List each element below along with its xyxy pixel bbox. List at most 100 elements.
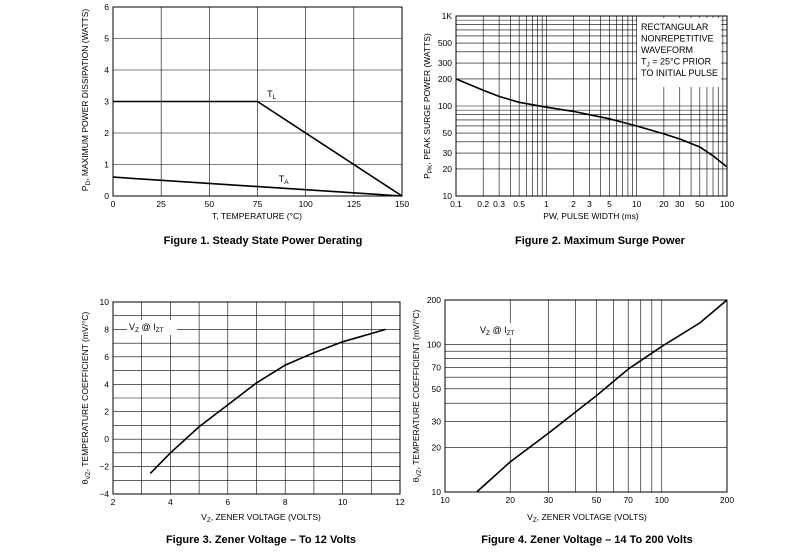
y-tick-label: 30 <box>432 417 442 427</box>
chart-1: 0 25 50 75 100 125 150 0 1 2 3 4 5 6 T, TEMPERATURE (°… <box>80 2 409 247</box>
x-tick-label: 0.2 <box>477 199 489 209</box>
figure-caption: Figure 2. Maximum Surge Power <box>515 235 686 247</box>
x-tick-label: 50 <box>592 495 602 505</box>
plot-frame <box>112 301 401 495</box>
y-tick-label: 200 <box>427 295 441 305</box>
x-tick-label: 70 <box>623 495 633 505</box>
x-tick-label: 10 <box>632 199 642 209</box>
x-axis-label: VZ, ZENER VOLTAGE (VOLTS) <box>527 512 647 524</box>
legend-label: VZ @ IZT <box>129 322 164 334</box>
legend-label: VZ @ IZT <box>480 325 515 337</box>
x-tick-label: 3 <box>587 199 592 209</box>
series-line-1 <box>149 328 386 474</box>
y-tick-label: 500 <box>438 38 452 48</box>
y-tick-label: 4 <box>104 65 109 75</box>
figure-caption: Figure 3. Zener Voltage – To 12 Volts <box>166 534 356 546</box>
note-line: TO INITIAL PULSE <box>641 68 718 78</box>
x-tick-label: 100 <box>299 199 313 209</box>
y-tick-label: 5 <box>104 34 109 44</box>
legend-box <box>478 323 528 338</box>
x-tick-label: 0.1 <box>450 199 462 209</box>
y-tick-label: 6 <box>104 2 109 12</box>
note-box <box>637 18 721 87</box>
x-tick-label: 8 <box>283 497 288 507</box>
y-tick-label: 4 <box>104 379 109 389</box>
chart-4: 10 20 30 50 70 100 200 10 20 30 50 70 100 200 VZ, ZENE… <box>411 295 734 546</box>
x-tick-label: 50 <box>205 199 215 209</box>
y-tick-label: 20 <box>432 443 442 453</box>
x-tick-label: 20 <box>506 495 516 505</box>
x-tick-label: 0.3 <box>493 199 505 209</box>
y-tick-label: 30 <box>443 148 453 158</box>
x-tick-label: 50 <box>695 199 705 209</box>
y-tick-label: 100 <box>438 101 452 111</box>
y-tick-label: 0 <box>104 191 109 201</box>
y-tick-label: 2 <box>104 407 109 417</box>
y-axis-label: PD, MAXIMUM POWER DISSIPATION (WATTS) <box>80 9 92 192</box>
y-tick-label: 0 <box>104 434 109 444</box>
note-line: RECTANGULAR <box>641 22 709 32</box>
y-tick-label: 8 <box>104 324 109 334</box>
series-label: TA <box>279 174 290 186</box>
y-tick-label: 10 <box>100 297 110 307</box>
y-tick-label: 3 <box>104 97 109 107</box>
y-tick-label: 50 <box>443 128 453 138</box>
x-tick-label: 0.5 <box>513 199 525 209</box>
y-tick-label: 2 <box>104 128 109 138</box>
x-tick-label: 12 <box>395 497 405 507</box>
x-tick-label: 0 <box>111 199 116 209</box>
y-tick-label: 20 <box>443 164 453 174</box>
series-label: TL <box>267 89 277 101</box>
figure-caption: Figure 1. Steady State Power Derating <box>164 235 363 247</box>
note-line: NONREPETITIVE <box>641 34 714 44</box>
x-axis-label: T, TEMPERATURE (°C) <box>212 211 302 221</box>
x-axis-label: VZ, ZENER VOLTAGE (VOLTS) <box>201 512 321 524</box>
figure-caption: Figure 4. Zener Voltage – 14 To 200 Volt… <box>481 534 693 546</box>
y-axis-label: PPK, PEAK SURGE POWER (WATTS) <box>422 33 434 179</box>
series-line-1 <box>113 100 403 197</box>
y-tick-label: 10 <box>432 487 442 497</box>
x-tick-label: 125 <box>347 199 361 209</box>
y-tick-label: 200 <box>438 74 452 84</box>
series-line-1 <box>455 78 728 168</box>
y-tick-label: 50 <box>432 384 442 394</box>
x-tick-label: 2 <box>111 497 116 507</box>
x-tick-label: 30 <box>675 199 685 209</box>
x-tick-label: 6 <box>225 497 230 507</box>
x-tick-label: 25 <box>156 199 166 209</box>
x-tick-label: 200 <box>720 495 734 505</box>
x-tick-label: 2 <box>571 199 576 209</box>
x-tick-label: 100 <box>720 199 734 209</box>
series-line-1 <box>476 299 728 493</box>
y-tick-label: 1K <box>442 11 453 21</box>
y-tick-label: −2 <box>99 462 109 472</box>
y-tick-label: −4 <box>99 489 109 499</box>
x-axis-label: PW, PULSE WIDTH (ms) <box>543 211 639 221</box>
chart-2: 0.1 0.2 0.3 0.5 1 2 3 5 10 20 30 50 100 10 20 30 50 100 20… <box>422 11 734 247</box>
x-tick-label: 100 <box>655 495 669 505</box>
note-line: WAVEFORM <box>641 45 693 55</box>
y-tick-label: 10 <box>443 191 453 201</box>
plot-frame <box>444 299 728 493</box>
y-tick-label: 100 <box>427 339 441 349</box>
x-tick-label: 10 <box>440 495 450 505</box>
note-line: TJ = 25°C PRIOR <box>641 57 712 69</box>
x-tick-label: 20 <box>659 199 669 209</box>
y-tick-label: 70 <box>432 362 442 372</box>
x-tick-label: 30 <box>544 495 554 505</box>
chart-3: 2 4 6 8 10 12 −4 −2 0 2 4 6 8 10 VZ, ZENER VOLTAGE (VO… <box>80 297 405 546</box>
y-axis-label: θVZ, TEMPERATURE COEFFICIENT (mV/°C) <box>411 309 423 482</box>
plot-frame <box>455 15 728 197</box>
y-tick-label: 6 <box>104 352 109 362</box>
y-axis-label: θVZ, TEMPERATURE COEFFICIENT (mV/°C) <box>80 311 92 484</box>
legend-box <box>127 320 177 335</box>
x-tick-label: 5 <box>607 199 612 209</box>
x-tick-label: 150 <box>395 199 409 209</box>
series-line-2 <box>112 176 403 197</box>
x-tick-label: 4 <box>168 497 173 507</box>
x-tick-label: 1 <box>544 199 549 209</box>
x-tick-label: 10 <box>338 497 348 507</box>
y-tick-label: 300 <box>438 58 452 68</box>
x-tick-label: 75 <box>253 199 263 209</box>
